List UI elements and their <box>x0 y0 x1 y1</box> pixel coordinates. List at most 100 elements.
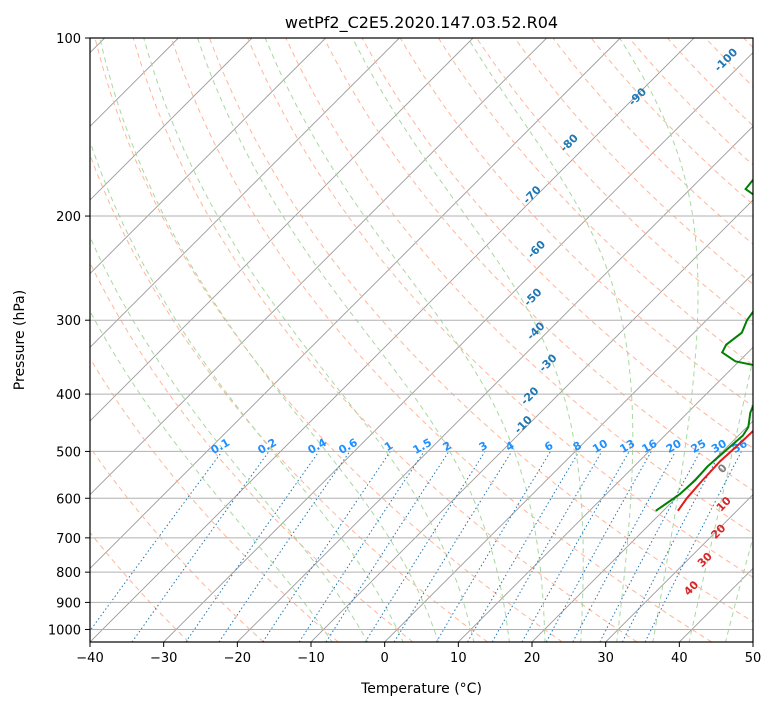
mixing-ratio-line <box>572 451 676 642</box>
mixing-ratio-line <box>90 451 223 632</box>
x-tick-label: 50 <box>745 651 762 666</box>
mixing-ratio-line <box>131 451 270 642</box>
dry-adiabat-label: -90 <box>626 85 649 108</box>
moist-adiabat-line <box>90 310 333 642</box>
isotherm-line <box>90 38 621 569</box>
mixing-ratio-label: 1.5 <box>411 436 434 457</box>
x-tick-label: −10 <box>297 651 324 666</box>
isotherm-line <box>237 125 753 642</box>
moist-adiabat-label: 20 <box>708 521 728 541</box>
y-tick-label: 600 <box>56 492 81 507</box>
x-axis-label: Temperature (°C) <box>360 681 482 697</box>
dry-adiabat-line <box>170 38 712 642</box>
mixing-ratio-line <box>435 451 552 642</box>
isotherm-line <box>90 38 474 422</box>
y-tick-label: 300 <box>56 314 81 329</box>
dry-adiabat-line <box>132 38 638 642</box>
dry-adiabat-label: -40 <box>524 319 547 342</box>
dry-adiabat-line <box>90 446 264 642</box>
moist-adiabat-label: 40 <box>681 578 701 598</box>
dry-adiabat-label: -50 <box>521 285 544 308</box>
mixing-ratio-line <box>262 451 391 642</box>
y-axis-label: Pressure (hPa) <box>12 290 28 390</box>
y-tick-label: 200 <box>56 210 81 225</box>
mixing-ratio-label: 0.2 <box>256 436 279 457</box>
mixing-ratio-line <box>298 451 425 642</box>
y-tick-label: 700 <box>56 532 81 547</box>
temperature-profile-line <box>677 429 753 512</box>
mixing-ratio-label: 0.1 <box>209 436 232 457</box>
moist-adiabat-line <box>264 38 546 642</box>
mixing-ratio-line <box>521 451 630 642</box>
isotherm-line <box>90 38 695 642</box>
mixing-ratio-label: 25 <box>689 437 709 456</box>
mixing-ratio-label: 0.4 <box>306 436 330 457</box>
plot-frame <box>89 37 754 643</box>
dry-adiabat-line <box>667 38 753 127</box>
mixing-ratio-line <box>545 451 652 642</box>
mixing-ratio-label: 36 <box>730 437 750 456</box>
mixing-ratio-line <box>393 451 513 642</box>
moist-adiabat-line <box>619 38 699 642</box>
x-tick-label: −40 <box>76 651 103 666</box>
dry-adiabat-line <box>285 38 753 535</box>
moist-adiabat-line <box>143 38 475 642</box>
isotherm-line <box>605 494 753 642</box>
dry-adiabat-line <box>90 261 414 642</box>
dewpoint-profile-line <box>655 178 753 512</box>
dry-adiabat-line <box>514 38 753 285</box>
mixing-ratio-line <box>325 451 450 642</box>
isotherm-line <box>752 641 753 642</box>
mixing-ratio-line <box>185 451 320 642</box>
dry-adiabat-line <box>705 38 753 88</box>
mixing-ratio-label: 10 <box>590 437 610 456</box>
dry-adiabat-line <box>552 38 753 245</box>
mixing-ratio-label: 13 <box>618 437 638 456</box>
moist-adiabat-label: 10 <box>714 494 734 514</box>
dry-adiabat-line <box>247 38 753 578</box>
dry-adiabat-line <box>399 38 753 408</box>
mixing-ratio-label: 30 <box>709 437 729 456</box>
y-tick-label: 500 <box>56 445 81 460</box>
dry-adiabat-line <box>590 38 753 206</box>
isotherm-line <box>90 38 400 348</box>
x-tick-label: 40 <box>671 651 688 666</box>
dry-adiabat-line <box>437 38 753 366</box>
moist-adiabat-line <box>352 38 584 642</box>
y-tick-label: 400 <box>56 388 81 403</box>
x-tick-label: 20 <box>524 651 541 666</box>
y-tick-label: 800 <box>56 566 81 581</box>
moist-adiabat-line <box>90 235 369 642</box>
isotherm-line <box>90 38 326 275</box>
dry-adiabat-line <box>94 38 563 642</box>
y-tick-label: 100 <box>56 32 81 47</box>
chart-title: wetPf2_C2E5.2020.147.03.52.R04 <box>285 13 558 33</box>
moist-adiabat-label: 30 <box>695 550 715 570</box>
dry-adiabat-label: -10 <box>512 413 535 436</box>
dry-adiabat-label: -60 <box>525 238 548 261</box>
dry-adiabat-line <box>209 38 753 623</box>
y-tick-label: 1000 <box>48 623 81 638</box>
dry-adiabat-line <box>90 153 488 642</box>
isotherm-line <box>163 52 753 642</box>
isotherm-line <box>458 346 753 642</box>
mixing-ratio-line <box>218 451 351 642</box>
isotherm-line <box>90 38 547 496</box>
mixing-ratio-line <box>644 451 742 642</box>
x-tick-label: 30 <box>597 651 614 666</box>
dry-adiabat-label: -20 <box>518 384 541 407</box>
isotherm-line <box>531 420 753 642</box>
isotherm-line <box>384 273 753 642</box>
x-tick-label: −20 <box>224 651 251 666</box>
mixing-ratio-line <box>599 451 701 642</box>
dry-adiabat-line <box>90 357 339 642</box>
mixing-ratio-label: 0.6 <box>336 436 360 457</box>
mixing-ratio-label: 16 <box>640 437 660 456</box>
moist-adiabat-line <box>467 38 634 642</box>
moist-adiabat-line <box>99 38 440 642</box>
x-tick-label: 0 <box>381 651 389 666</box>
dry-adiabat-line <box>90 531 190 642</box>
dry-adiabat-line <box>476 38 753 326</box>
dry-adiabat-label: -80 <box>558 131 581 154</box>
